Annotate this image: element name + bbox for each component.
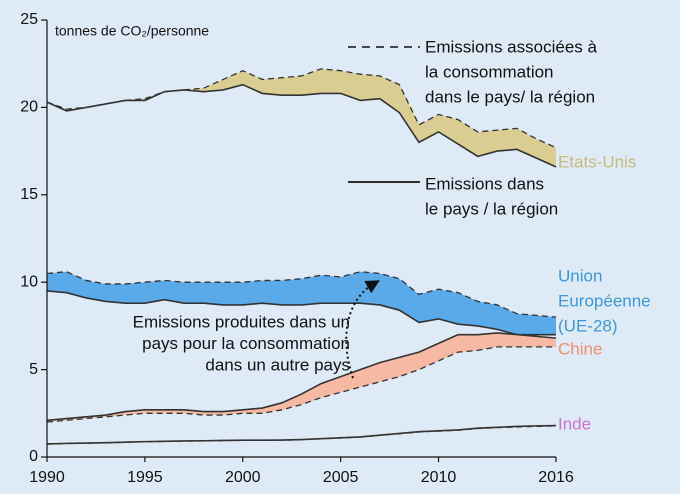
territorial-line	[46, 83, 557, 168]
legend-consumption: la consommation	[425, 62, 554, 81]
territorial-line	[46, 332, 557, 422]
legend-consumption: dans le pays/ la région	[425, 87, 595, 106]
legend-territorial: le pays / la région	[425, 199, 558, 218]
band	[47, 68, 556, 167]
x-tick-label: 2005	[323, 469, 359, 486]
x-tick-label: 2010	[421, 469, 457, 486]
annotation-arrow	[345, 280, 380, 379]
y-axis-label: tonnes de CO₂/personne	[55, 23, 209, 39]
y-tick-label: 10	[20, 273, 38, 290]
x-tick-label: 2016	[538, 469, 574, 486]
x-tick-label: 2000	[225, 469, 261, 486]
region-label: Chine	[558, 339, 602, 358]
territorial-line	[46, 424, 557, 445]
plot	[46, 68, 557, 445]
territorial-line	[46, 290, 556, 336]
legend-territorial: Emissions dans	[425, 174, 544, 193]
x-tick-label: 1995	[127, 469, 163, 486]
band	[47, 271, 556, 335]
y-tick-label: 25	[20, 11, 38, 28]
region-label: Européenne	[558, 291, 651, 310]
y-tick-label: 20	[20, 99, 38, 116]
y-tick-label: 15	[20, 186, 38, 203]
band	[47, 332, 556, 423]
legend-consumption: Emissions associées à	[425, 37, 598, 56]
consumption-line	[46, 346, 556, 423]
x-tick-label: 1990	[29, 469, 65, 486]
annotation: pays pour la consommation	[142, 334, 350, 353]
consumption-line	[46, 68, 557, 149]
annotation: dans un autre pays	[205, 355, 350, 374]
y-tick-label: 0	[29, 448, 38, 465]
region-label: Union	[558, 266, 602, 285]
annotation: Emissions produites dans un	[133, 312, 350, 331]
region-label: Inde	[558, 414, 591, 433]
region-label: Etats-Unis	[558, 152, 636, 171]
region-label: (UE-28)	[558, 316, 618, 335]
y-tick-label: 5	[29, 361, 38, 378]
